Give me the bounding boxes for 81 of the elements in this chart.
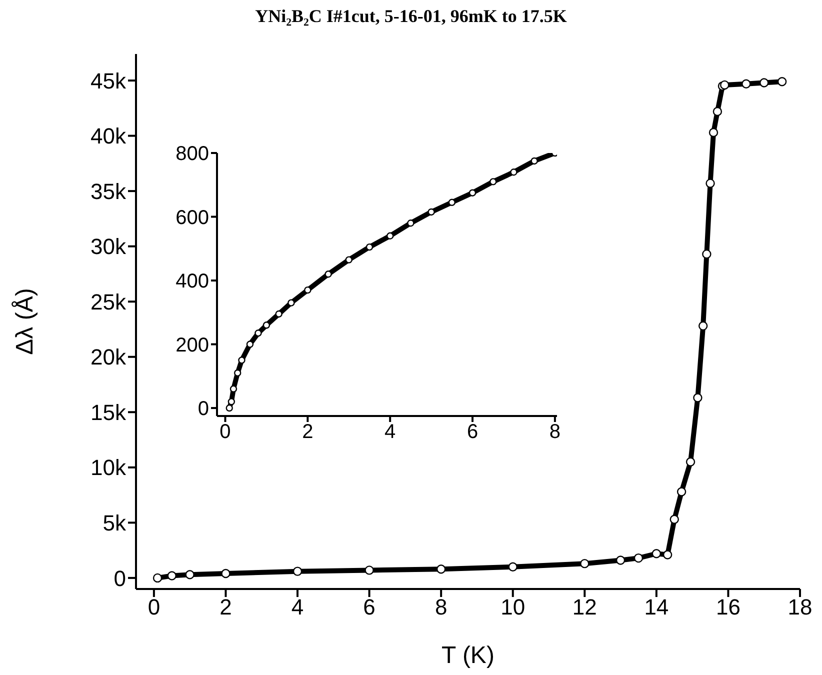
x-tick-label: 10 xyxy=(500,594,526,620)
point xyxy=(777,77,787,86)
y-tick-label: 0 xyxy=(114,566,126,591)
point xyxy=(706,178,715,188)
point xyxy=(436,564,446,574)
point xyxy=(230,385,238,393)
point xyxy=(670,514,679,524)
x-tick-label: 4 xyxy=(384,421,396,444)
point xyxy=(510,168,518,176)
y-tick-label: 5k xyxy=(102,510,127,536)
y-tick-label: 25k xyxy=(90,289,127,314)
y-tick-label: 20k xyxy=(90,344,127,370)
point xyxy=(262,322,270,329)
point xyxy=(345,256,352,264)
x-tick-label: 2 xyxy=(220,594,232,620)
point xyxy=(468,189,476,196)
x-axis-title: T (K) xyxy=(442,642,494,669)
point xyxy=(693,393,702,402)
point xyxy=(742,79,751,88)
point xyxy=(634,553,644,563)
y-axis-title: Δλ (Å) xyxy=(12,288,39,355)
point xyxy=(580,558,590,568)
point xyxy=(662,550,672,560)
x-tick-label: 8 xyxy=(434,594,448,620)
y-tick-label: 800 xyxy=(176,143,209,166)
y-tick-label: 10k xyxy=(90,455,127,480)
point xyxy=(226,404,233,412)
x-tick-label: 12 xyxy=(572,594,597,620)
chart-title: YNi₂B₂C I#1cut, 5-16-01, 96mK to 17.5K xyxy=(254,6,568,27)
point xyxy=(712,106,722,116)
point xyxy=(407,220,414,227)
x-tick-label: 16 xyxy=(716,594,740,620)
x-tick-label: 6 xyxy=(363,594,376,620)
point xyxy=(228,398,236,406)
y-tick-label: 15k xyxy=(90,400,127,425)
point xyxy=(238,356,246,364)
point xyxy=(702,249,712,259)
point xyxy=(708,128,718,138)
y-tick-label: 600 xyxy=(176,206,209,229)
point xyxy=(508,562,518,572)
x-tick-label: 8 xyxy=(549,421,560,444)
y-tick-label: 45k xyxy=(90,68,127,94)
x-tick-label: 0 xyxy=(148,594,160,620)
point xyxy=(428,208,435,216)
point xyxy=(386,232,394,240)
point xyxy=(152,573,162,583)
point xyxy=(490,178,497,186)
point xyxy=(676,487,686,496)
point xyxy=(324,270,332,278)
y-tick-label: 35k xyxy=(90,178,127,204)
point xyxy=(364,566,374,575)
x-tick-label: 2 xyxy=(302,421,314,444)
point xyxy=(616,556,626,565)
point xyxy=(530,157,538,165)
point xyxy=(760,78,769,88)
point xyxy=(448,198,456,206)
point xyxy=(288,299,295,306)
x-tick-label: 6 xyxy=(466,421,478,444)
point xyxy=(246,340,254,348)
x-tick-label: 4 xyxy=(291,594,304,620)
y-tick-label: 0 xyxy=(198,398,209,420)
point xyxy=(234,369,242,377)
x-tick-label: 14 xyxy=(644,594,669,620)
y-tick-label: 40k xyxy=(90,124,127,149)
point xyxy=(275,310,282,318)
y-tick-label: 400 xyxy=(176,270,209,293)
y-tick-label: 30k xyxy=(90,234,127,260)
point xyxy=(292,566,302,576)
point xyxy=(366,243,374,251)
point xyxy=(221,568,230,578)
point xyxy=(686,457,696,466)
point xyxy=(698,321,708,331)
point xyxy=(652,549,662,558)
x-tick-label: 0 xyxy=(220,421,231,444)
point xyxy=(720,80,730,90)
point xyxy=(185,570,194,580)
point xyxy=(254,330,262,337)
x-tick-label: 18 xyxy=(788,594,812,620)
y-tick-label: 200 xyxy=(176,334,209,356)
point xyxy=(304,286,312,294)
point xyxy=(167,571,176,580)
